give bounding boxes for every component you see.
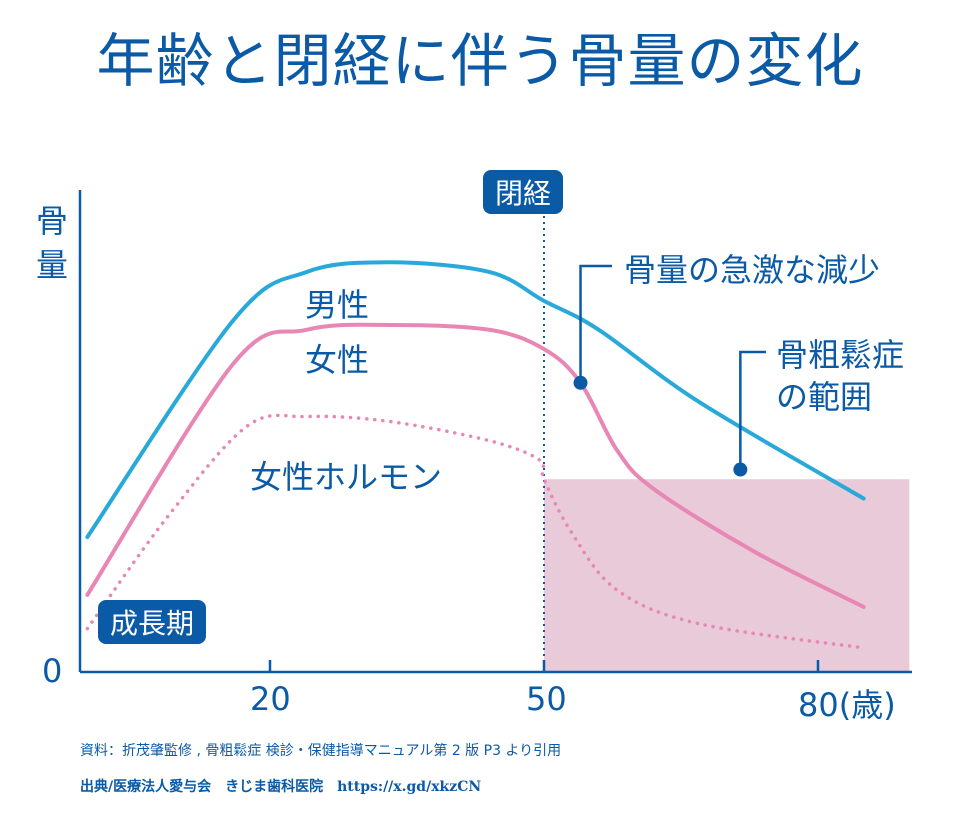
series-line-1 — [85, 322, 866, 609]
hormone-label: 女性ホルモン — [250, 458, 443, 496]
osteoporosis-label-1: 骨粗鬆症 — [776, 336, 905, 374]
growth-period-label: 成長期 — [98, 600, 207, 644]
annotation-leader-0 — [579, 264, 612, 383]
men-label: 男性 — [305, 286, 370, 324]
women-label: 女性 — [305, 341, 370, 379]
x-tick-20: 20 — [250, 680, 291, 718]
series-line-2 — [85, 413, 866, 650]
osteoporosis-region — [543, 479, 910, 672]
x-tick-80: 80(歳) — [798, 686, 896, 724]
osteoporosis-label-2: の範囲 — [776, 378, 873, 416]
annotation-leader-1 — [739, 350, 766, 470]
chart-title: 年齢と閉経に伴う骨量の変化 — [96, 27, 864, 95]
x-tick-50: 50 — [526, 680, 567, 718]
menopause-label: 閉経 — [483, 170, 564, 214]
y-axis-label-1: 骨 — [36, 202, 69, 240]
series-line-0 — [85, 260, 866, 540]
y-origin-label: 0 — [42, 652, 63, 690]
y-axis-label-2: 量 — [36, 246, 69, 284]
credit-note: 出典/医療法人愛与会 きじま歯科医院 https://x.gd/xkzCN — [80, 779, 482, 795]
source-note: 資料：折茂肇監修 , 骨粗鬆症 検診・保健指導マニュアル第 2 版 P3 より引… — [80, 743, 562, 759]
rapid-decrease-label: 骨量の急激な減少 — [624, 251, 881, 289]
